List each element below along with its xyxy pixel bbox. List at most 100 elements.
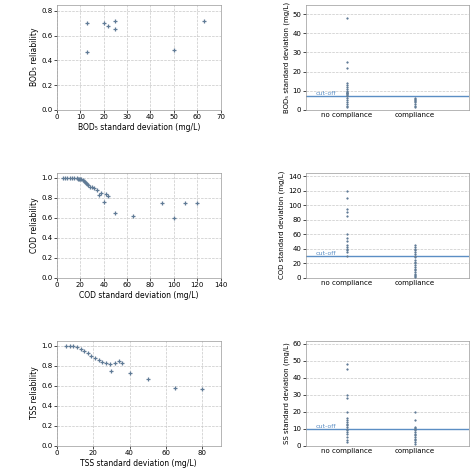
Text: cut-off: cut-off xyxy=(316,251,337,256)
Point xyxy=(343,248,350,256)
Point xyxy=(111,359,119,366)
Point xyxy=(343,418,350,426)
Point xyxy=(343,103,350,110)
Text: cut-off: cut-off xyxy=(316,91,337,96)
Point xyxy=(76,175,84,182)
Point xyxy=(411,265,419,273)
Point xyxy=(182,199,189,207)
Point xyxy=(343,430,350,438)
Point xyxy=(411,250,419,257)
Point xyxy=(343,230,350,238)
Point xyxy=(343,415,350,422)
Point xyxy=(411,424,419,431)
Point xyxy=(70,342,77,349)
Point xyxy=(343,416,350,424)
Point xyxy=(343,14,350,22)
Point xyxy=(73,174,81,182)
Point xyxy=(79,176,86,183)
Point xyxy=(411,266,419,274)
Point xyxy=(343,391,350,399)
Point xyxy=(83,19,91,27)
Point xyxy=(111,17,119,25)
Point xyxy=(111,26,119,33)
Point xyxy=(83,48,91,55)
Point xyxy=(343,423,350,431)
Point xyxy=(411,244,419,251)
Point xyxy=(118,359,126,366)
Point xyxy=(88,183,96,191)
Point xyxy=(343,83,350,91)
Point xyxy=(126,369,133,376)
Point xyxy=(105,192,112,200)
Point xyxy=(411,248,419,256)
Point xyxy=(201,17,208,25)
Point xyxy=(411,97,419,105)
Point xyxy=(411,252,419,260)
Point xyxy=(411,408,419,416)
Y-axis label: COD standard deviation (mg/L): COD standard deviation (mg/L) xyxy=(279,171,285,279)
Point xyxy=(343,241,350,249)
Point xyxy=(95,191,103,199)
Point xyxy=(95,356,102,364)
Point xyxy=(411,270,419,278)
Point xyxy=(343,94,350,102)
Point xyxy=(411,272,419,279)
Point xyxy=(343,98,350,106)
Point xyxy=(411,425,419,432)
Point xyxy=(158,199,166,207)
Point xyxy=(411,102,419,109)
Point xyxy=(170,46,178,54)
Point xyxy=(411,273,419,281)
Y-axis label: BOD₅ reliability: BOD₅ reliability xyxy=(30,28,39,86)
Point xyxy=(411,245,419,253)
Point xyxy=(411,261,419,268)
Point xyxy=(343,90,350,97)
Point xyxy=(343,85,350,92)
X-axis label: COD standard deviation (mg/L): COD standard deviation (mg/L) xyxy=(79,291,199,300)
Point xyxy=(108,367,115,374)
Point xyxy=(115,357,122,365)
Y-axis label: SS standard deviation (mg/L): SS standard deviation (mg/L) xyxy=(283,342,290,444)
Point xyxy=(66,342,73,349)
Point xyxy=(171,384,179,392)
Point xyxy=(82,179,90,186)
Point xyxy=(411,258,419,265)
Point xyxy=(100,19,108,27)
Point xyxy=(343,212,350,220)
Point xyxy=(99,358,106,365)
Point xyxy=(343,408,350,416)
Point xyxy=(343,87,350,94)
Point xyxy=(411,96,419,104)
Point xyxy=(86,183,93,191)
Point xyxy=(411,263,419,271)
Point xyxy=(106,360,113,367)
Point xyxy=(78,175,85,182)
Point xyxy=(343,79,350,87)
Point xyxy=(343,89,350,96)
Point xyxy=(411,430,419,438)
Text: cut-off: cut-off xyxy=(316,424,337,428)
Point xyxy=(411,438,419,446)
Point xyxy=(411,416,419,424)
Point xyxy=(343,92,350,100)
Point xyxy=(343,427,350,434)
Point xyxy=(343,194,350,202)
Point xyxy=(81,178,89,185)
Point xyxy=(343,100,350,108)
Point xyxy=(61,174,69,182)
Point xyxy=(411,427,419,434)
Point xyxy=(343,428,350,436)
Point xyxy=(74,175,82,182)
Point xyxy=(343,58,350,66)
Point xyxy=(343,234,350,242)
Point xyxy=(343,102,350,109)
Point xyxy=(411,241,419,249)
Point xyxy=(411,440,419,447)
Point xyxy=(343,252,350,260)
Point xyxy=(411,103,419,110)
Point xyxy=(343,91,350,98)
Point xyxy=(343,433,350,441)
Point xyxy=(411,435,419,443)
Point xyxy=(411,268,419,275)
Point xyxy=(343,96,350,104)
